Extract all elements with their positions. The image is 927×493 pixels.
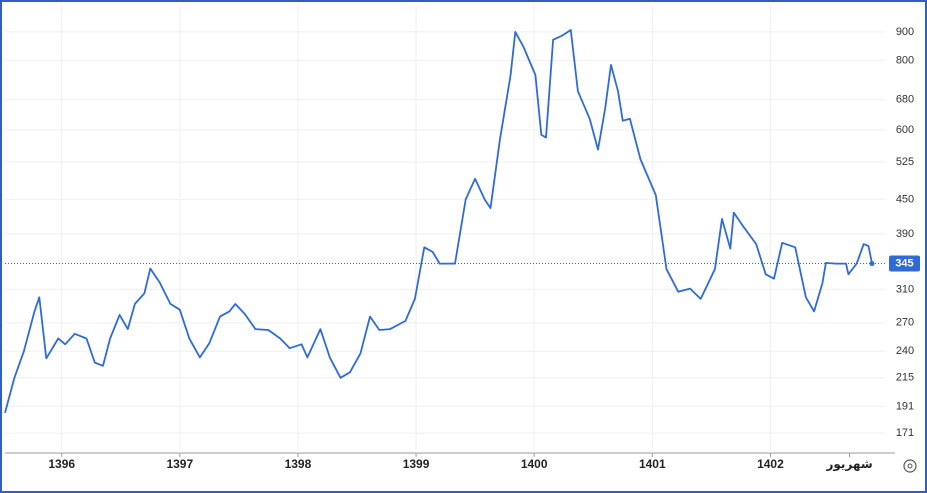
y-tick-label: 600 — [896, 124, 914, 136]
y-tick-label: 800 — [896, 54, 914, 66]
x-tick-label: 1396 — [48, 457, 75, 471]
icon-circle[interactable] — [903, 459, 917, 473]
y-tick-label: 680 — [896, 94, 914, 106]
x-tick-label: 1401 — [639, 457, 666, 471]
y-tick-label: 215 — [896, 372, 914, 384]
y-tick-label: 450 — [896, 193, 914, 205]
plot: 345 — [4, 29, 920, 414]
y-tick-label: 310 — [896, 283, 914, 295]
y-tick-label: 525 — [896, 156, 914, 168]
y-tick-label: 270 — [896, 317, 914, 329]
x-tick-label: شهریور — [826, 457, 873, 472]
last-price-box — [889, 255, 920, 272]
y-tick-label: 171 — [896, 427, 914, 439]
last-point — [869, 261, 875, 267]
y-tick-label: 191 — [896, 400, 914, 412]
y-tick-label: 900 — [896, 26, 914, 38]
x-tick-label: 1399 — [403, 457, 430, 471]
icon-dot[interactable] — [907, 463, 913, 469]
settings-icon[interactable] — [903, 459, 917, 473]
x-tick-label: 1400 — [521, 457, 548, 471]
x-tick-label: 1398 — [285, 457, 312, 471]
x-tick-label: 1402 — [757, 457, 784, 471]
y-tick-label: 390 — [896, 228, 914, 240]
x-tick-label: 1397 — [166, 457, 193, 471]
last-price-label: 345 — [895, 257, 913, 269]
grid: 171 191 215 240 270 310 390 450 525 600 680 800 900 1… — [5, 5, 914, 472]
price-line — [4, 29, 873, 414]
y-tick-label: 240 — [896, 345, 914, 357]
